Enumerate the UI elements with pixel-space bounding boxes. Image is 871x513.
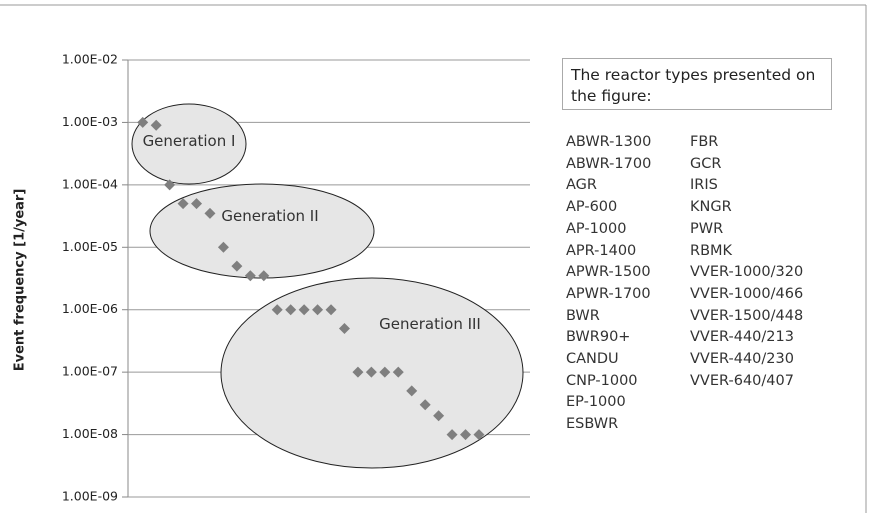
y-tick-label: 1.00E-04 (62, 176, 118, 191)
legend-title: The reactor types presented on the figur… (562, 58, 832, 110)
y-tick-label: 1.00E-06 (62, 301, 118, 316)
y-tick-label: 1.00E-07 (62, 364, 118, 379)
marker (473, 429, 485, 441)
reactor-type: APWR-1700 (566, 285, 651, 302)
reactor-type: ABWR-1300 (566, 134, 652, 150)
y-tick-label: 1.00E-08 (62, 426, 118, 441)
y-tick-label: 1.00E-02 (62, 52, 118, 67)
reactor-type: APWR-1500 (566, 264, 651, 281)
reactor-type: VVER-1000/320 (690, 264, 804, 281)
y-tick-label: 1.00E-05 (62, 239, 118, 254)
reactor-type: AGR (566, 177, 597, 194)
reactor-type: CNP-1000 (566, 372, 638, 389)
marker (271, 304, 283, 316)
marker (164, 179, 176, 191)
reactor-type: CANDU (566, 351, 619, 367)
marker (433, 410, 445, 422)
annotation: Generation III (379, 315, 481, 333)
marker (231, 260, 243, 272)
marker (204, 207, 216, 219)
reactor-type: PWR (690, 220, 724, 237)
reactor-type: AP-1000 (566, 220, 627, 237)
marker (365, 366, 377, 378)
marker (177, 198, 189, 210)
reactor-type: VVER-1000/466 (690, 285, 804, 302)
marker (285, 304, 297, 316)
marker (325, 304, 337, 316)
reactor-type: VVER-440/213 (690, 329, 794, 346)
marker (298, 304, 310, 316)
reactor-type: VVER-640/407 (690, 372, 794, 389)
marker (352, 366, 364, 378)
marker (244, 270, 256, 282)
marker (258, 270, 270, 282)
marker (379, 366, 391, 378)
marker (338, 323, 350, 335)
marker (191, 198, 203, 210)
marker (217, 241, 229, 253)
reactor-type: VVER-440/230 (690, 351, 794, 367)
reactor-type: ESBWR (566, 416, 619, 433)
reactor-type: FBR (690, 134, 719, 150)
marker (446, 429, 458, 441)
generation-ii-ellipse (149, 183, 375, 279)
reactor-type: BWR90+ (566, 329, 631, 346)
y-tick-label: 1.00E-03 (62, 114, 118, 129)
reactor-type: VVER-1500/448 (690, 307, 804, 324)
annotation: Generation II (221, 207, 319, 225)
reactor-type: EP-1000 (566, 394, 626, 411)
reactor-type: IRIS (690, 177, 718, 194)
marker (312, 304, 324, 316)
annotation: Generation I (142, 132, 236, 150)
marker (419, 399, 431, 411)
y-axis-label: Event frequency [1/year] (13, 189, 28, 372)
marker (150, 119, 162, 131)
reactor-type: AP-600 (566, 199, 618, 216)
reactor-type: KNGR (690, 199, 732, 216)
marker (406, 385, 418, 397)
marker (392, 366, 404, 378)
y-tick-label: 1.00E-09 (62, 489, 118, 504)
reactor-type: APR-1400 (566, 242, 637, 259)
marker (137, 116, 149, 128)
reactor-type: BWR (566, 307, 600, 324)
reactor-type: GCR (690, 155, 722, 172)
generation-i-ellipse (131, 103, 247, 185)
marker (460, 429, 472, 441)
reactor-type: RBMK (690, 242, 733, 259)
reactor-type: ABWR-1700 (566, 155, 652, 172)
